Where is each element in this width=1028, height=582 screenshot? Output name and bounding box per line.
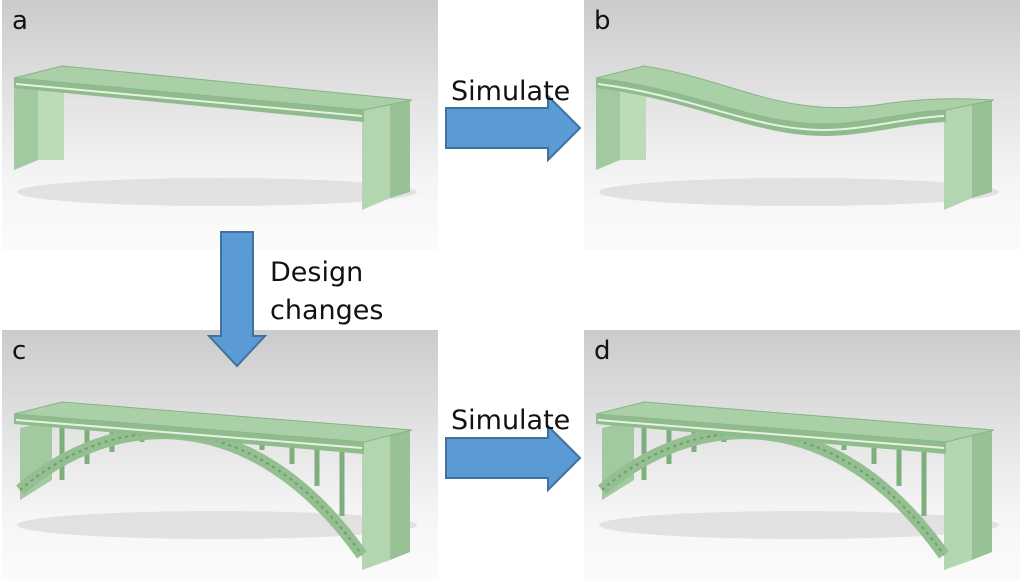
deformed-beam-model	[595, 65, 999, 210]
panel-label-a: a	[12, 6, 28, 36]
panel-label-b: b	[594, 6, 611, 36]
panel-a: a	[2, 0, 438, 250]
simulate-caption-bottom: Simulate	[451, 405, 571, 436]
panel-d: d	[584, 330, 1020, 580]
design-caption-line1: Design	[270, 257, 364, 288]
panel-label-d: d	[594, 336, 611, 366]
panel-label-c: c	[12, 336, 27, 366]
right-arrow-top	[445, 94, 582, 163]
arch-bridge-simulated-model	[595, 401, 999, 570]
flat-beam-model	[13, 65, 417, 210]
panel-b: b	[584, 0, 1020, 250]
down-arrow	[206, 231, 268, 368]
simulate-caption-top: Simulate	[451, 76, 571, 107]
panel-c: c	[2, 330, 438, 580]
design-caption-line2: changes	[270, 295, 384, 326]
right-arrow-bottom	[445, 424, 582, 493]
arch-bridge-model	[13, 401, 417, 570]
